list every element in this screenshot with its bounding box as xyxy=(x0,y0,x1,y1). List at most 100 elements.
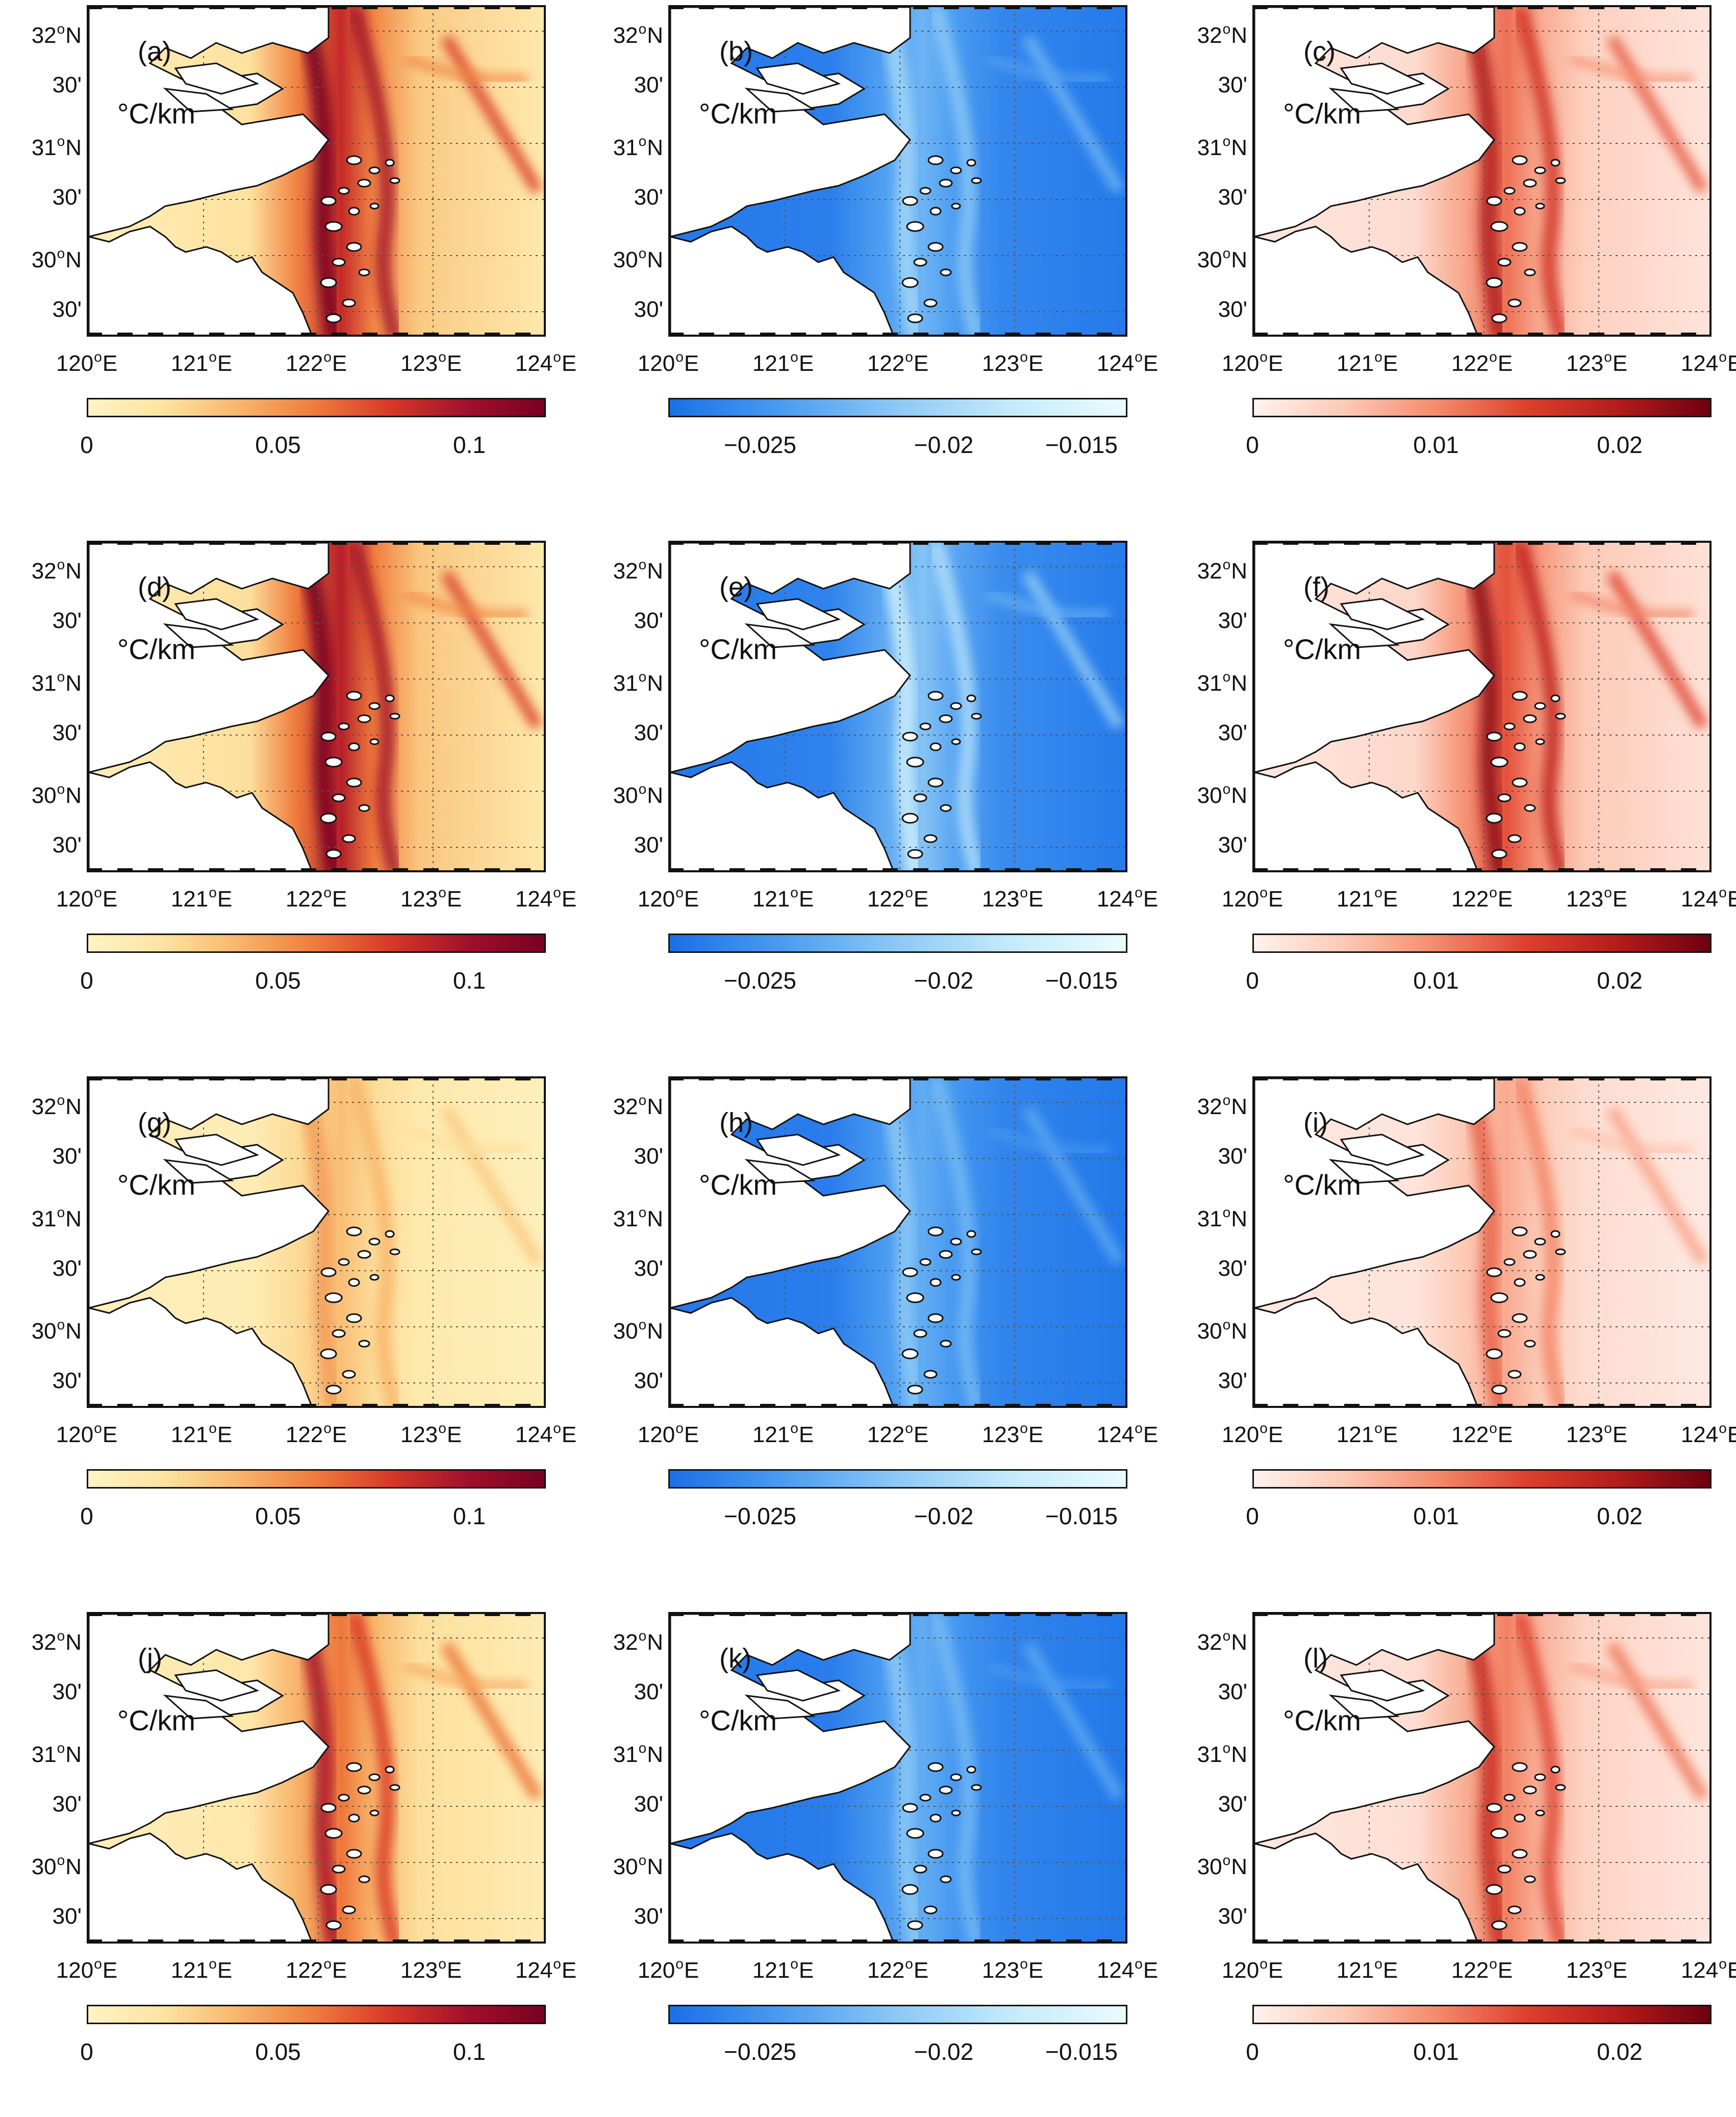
unit-label: °C/km xyxy=(117,97,196,130)
lat-tick-label: 30' xyxy=(634,185,663,210)
coastline-c xyxy=(1254,7,1495,335)
lat-tick-label: 30' xyxy=(634,1144,663,1169)
unit-label: °C/km xyxy=(699,97,777,130)
coastline-k xyxy=(670,1614,911,1942)
colorbar-tick-label: −0.025 xyxy=(724,2038,796,2065)
lat-tick-label: 30' xyxy=(634,1679,663,1704)
lon-tick-label: 121oE xyxy=(1336,1956,1398,1983)
coastline-i xyxy=(1254,1078,1495,1406)
lat-tick-label: 30' xyxy=(52,185,82,210)
lon-tick-label: 123oE xyxy=(400,885,462,912)
lat-tick-label: 30oN xyxy=(613,1317,663,1344)
lat-tick-label: 32oN xyxy=(613,21,663,48)
lon-tick-label: 123oE xyxy=(1566,349,1628,376)
lon-tick-label: 121oE xyxy=(1336,349,1398,376)
lat-tick-label: 30oN xyxy=(31,1852,82,1879)
colorbar-tick-label: −0.02 xyxy=(914,967,974,994)
colorbar-tick-label: −0.025 xyxy=(724,1503,796,1529)
map-h xyxy=(668,1076,1127,1408)
map-l xyxy=(1252,1612,1712,1944)
lat-tick-label: 30' xyxy=(52,1256,82,1281)
coastline-g xyxy=(89,1078,330,1406)
lon-tick-label: 122oE xyxy=(285,349,347,376)
map-field-h xyxy=(670,1078,1125,1406)
panel-j: (j) °C/km 32oN 30' 31oN 30' 30oN 30' 120oE 121oE 1… xyxy=(0,1607,576,2117)
colorbar-tick-label: 0.01 xyxy=(1413,967,1459,994)
colorbar-i xyxy=(1252,1469,1712,1489)
lat-tick-label: 30' xyxy=(52,1368,82,1393)
lon-tick-label: 124oE xyxy=(515,349,577,376)
colorbar-tick-label: 0.01 xyxy=(1413,1503,1459,1529)
lon-tick-label: 121oE xyxy=(1336,1420,1398,1447)
lat-tick-label: 32oN xyxy=(31,1092,82,1119)
lat-tick-label: 31oN xyxy=(1197,669,1247,696)
lat-tick-label: 30' xyxy=(52,1792,82,1817)
lon-tick-label: 123oE xyxy=(400,1420,462,1447)
lat-tick-label: 32oN xyxy=(1197,1628,1247,1655)
lat-tick-label: 30' xyxy=(1218,1904,1247,1929)
lon-tick-label: 123oE xyxy=(400,349,462,376)
colorbar-tick-label: 0.01 xyxy=(1413,432,1459,458)
lon-tick-label: 124oE xyxy=(1680,349,1736,376)
lon-tick-label: 124oE xyxy=(1096,885,1159,912)
lat-tick-label: 32oN xyxy=(613,1628,663,1655)
lon-tick-label: 121oE xyxy=(752,1420,814,1447)
lon-tick-label: 124oE xyxy=(515,885,577,912)
colorbar-tick-label: 0.02 xyxy=(1597,2038,1643,2065)
map-k xyxy=(668,1612,1127,1944)
lon-tick-label: 121oE xyxy=(1336,885,1398,912)
lat-tick-label: 30' xyxy=(1218,1792,1247,1817)
lat-tick-label: 30oN xyxy=(1197,781,1247,808)
lon-tick-label: 121oE xyxy=(752,1956,814,1983)
lon-tick-label: 120oE xyxy=(1221,885,1284,912)
lon-tick-label: 122oE xyxy=(867,885,929,912)
coastline-j xyxy=(89,1614,330,1942)
lon-tick-label: 124oE xyxy=(1096,349,1159,376)
colorbar-tick-label: 0 xyxy=(1246,432,1259,458)
lat-tick-label: 30' xyxy=(52,297,82,322)
colorbar-tick-label: 0.02 xyxy=(1597,432,1643,458)
panel-label: (e) xyxy=(719,572,753,602)
map-field-c xyxy=(1254,7,1709,335)
panel-k: (k) °C/km 32oN 30' 31oN 30' 30oN 30' 120oE 121oE 1… xyxy=(582,1607,1158,2117)
colorbar-tick-label: 0 xyxy=(80,2038,93,2065)
unit-label: °C/km xyxy=(699,633,777,665)
colorbar-h xyxy=(668,1469,1127,1489)
map-field-l xyxy=(1254,1614,1709,1942)
coastline-a xyxy=(89,7,330,335)
lon-tick-label: 124oE xyxy=(1096,1420,1159,1447)
lon-tick-label: 122oE xyxy=(1451,1956,1513,1983)
lon-tick-label: 124oE xyxy=(515,1420,577,1447)
lat-tick-label: 30' xyxy=(1218,1144,1247,1169)
lat-tick-label: 31oN xyxy=(613,1204,663,1231)
coastline-l xyxy=(1254,1614,1495,1942)
lat-tick-label: 30oN xyxy=(1197,1317,1247,1344)
colorbar-tick-label: 0.1 xyxy=(453,2038,486,2065)
map-field-k xyxy=(670,1614,1125,1942)
lat-tick-label: 30' xyxy=(52,72,82,97)
lat-tick-label: 30' xyxy=(634,1368,663,1393)
lat-tick-label: 30oN xyxy=(31,245,82,272)
coastline-e xyxy=(670,543,911,870)
unit-label: °C/km xyxy=(1283,1704,1362,1736)
lon-tick-label: 121oE xyxy=(170,885,233,912)
colorbar-tick-label: 0 xyxy=(80,432,93,458)
coastline-h xyxy=(670,1078,911,1406)
coastline-f xyxy=(1254,543,1495,870)
lon-tick-label: 123oE xyxy=(1566,885,1628,912)
map-g xyxy=(87,1076,546,1408)
lon-tick-label: 121oE xyxy=(170,1956,233,1983)
colorbar-tick-label: 0.05 xyxy=(255,2038,301,2065)
lon-tick-label: 120oE xyxy=(56,349,118,376)
lat-tick-label: 32oN xyxy=(31,1628,82,1655)
colorbar-tick-label: 0 xyxy=(80,1503,93,1529)
lon-tick-label: 122oE xyxy=(285,1956,347,1983)
panel-h: (h) °C/km 32oN 30' 31oN 30' 30oN 30' 120oE 121oE 1… xyxy=(582,1071,1158,1581)
lat-tick-label: 30' xyxy=(634,833,663,858)
lat-tick-label: 30' xyxy=(1218,1256,1247,1281)
colorbar-tick-label: −0.015 xyxy=(1045,2038,1118,2065)
lat-tick-label: 30' xyxy=(634,297,663,322)
lat-tick-label: 30' xyxy=(1218,297,1247,322)
lat-tick-label: 30' xyxy=(634,1256,663,1281)
lat-tick-label: 30' xyxy=(1218,185,1247,210)
